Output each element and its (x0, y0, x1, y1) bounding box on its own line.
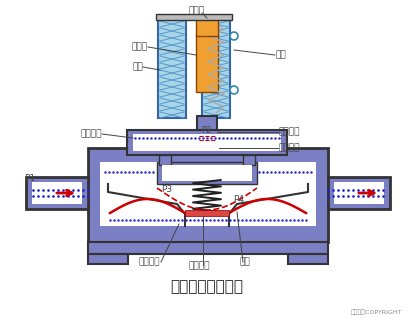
Bar (288, 254, 328, 264)
Bar (159, 155, 171, 165)
Text: 平衡孔道: 平衡孔道 (81, 130, 102, 138)
Text: 泄压孔道: 泄压孔道 (278, 144, 300, 152)
Text: 主阀阀座: 主阀阀座 (138, 257, 160, 266)
Text: 弹簧: 弹簧 (275, 50, 286, 60)
Text: P2: P2 (201, 126, 211, 135)
Bar (26, 177, 88, 209)
Text: 管道联系式电磁阀: 管道联系式电磁阀 (171, 279, 243, 294)
Bar (32, 182, 82, 204)
Bar (197, 116, 217, 155)
Bar (100, 162, 316, 226)
Text: 定铁心: 定铁心 (189, 6, 205, 16)
Text: P1: P1 (24, 174, 35, 183)
Circle shape (230, 32, 238, 40)
Text: 动铁心: 动铁心 (132, 42, 148, 51)
Text: 膜片: 膜片 (240, 257, 250, 266)
Bar (334, 182, 384, 204)
Text: 守阀阀座: 守阀阀座 (278, 128, 300, 137)
Bar (88, 242, 328, 254)
Text: 东方仿真COPYRIGHT: 东方仿真COPYRIGHT (351, 309, 402, 315)
Bar (162, 165, 252, 181)
Bar (202, 18, 230, 118)
Bar (156, 14, 232, 20)
Bar (127, 130, 287, 155)
Bar (88, 254, 128, 264)
Bar (88, 148, 328, 242)
Bar (328, 177, 390, 209)
Bar (157, 162, 257, 184)
Bar (196, 34, 218, 92)
Text: 线圈: 线圈 (132, 63, 143, 71)
Bar (196, 16, 218, 36)
Text: P3: P3 (161, 185, 172, 194)
Bar (158, 18, 186, 118)
Bar (185, 210, 229, 216)
Text: P4: P4 (233, 195, 244, 204)
Text: 主阀阀芯: 主阀阀芯 (188, 261, 210, 270)
Circle shape (230, 86, 238, 94)
Bar (243, 155, 255, 165)
Bar (133, 134, 281, 151)
